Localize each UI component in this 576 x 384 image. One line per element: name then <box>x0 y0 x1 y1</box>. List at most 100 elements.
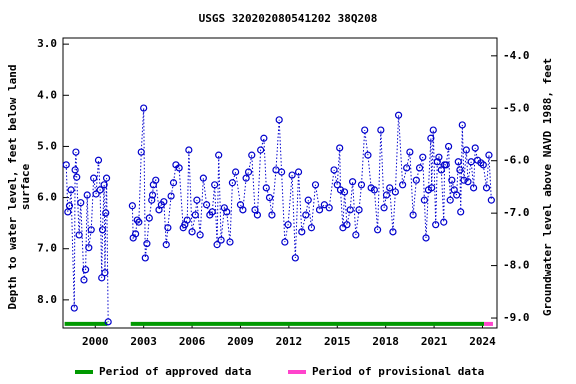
data-point <box>377 126 385 134</box>
data-point <box>83 191 91 199</box>
data-point <box>208 208 216 216</box>
data-point <box>409 211 417 219</box>
data-point <box>196 231 204 239</box>
data-point <box>94 156 103 164</box>
x-tick-label: 2012 <box>276 335 303 348</box>
x-tick-label: 2003 <box>130 335 157 348</box>
data-point <box>333 181 341 189</box>
data-point <box>132 230 140 238</box>
y2-tick-label: -9.0 <box>503 311 530 324</box>
data-point <box>77 199 85 207</box>
data-point <box>213 241 221 249</box>
data-point <box>284 221 292 229</box>
data-point <box>352 231 360 239</box>
data-line <box>65 152 109 322</box>
data-point <box>435 153 443 161</box>
data-point <box>67 186 75 194</box>
data-point <box>394 111 403 119</box>
data-point <box>143 240 151 248</box>
data-point <box>419 153 427 161</box>
data-point <box>257 146 265 154</box>
data-point <box>304 196 312 204</box>
data-point <box>343 221 351 229</box>
x-tick-label: 2000 <box>82 335 109 348</box>
data-point <box>223 208 231 216</box>
data-point <box>470 184 478 192</box>
data-point <box>420 196 428 204</box>
data-point <box>265 193 274 202</box>
data-point <box>137 148 145 156</box>
data-point <box>281 238 289 246</box>
y-axis-label: surface <box>19 163 32 210</box>
data-point <box>133 216 141 224</box>
data-point <box>262 184 270 192</box>
x-tick-label: 2018 <box>372 335 399 348</box>
y2-tick-label: -6.0 <box>503 154 530 167</box>
data-point <box>202 201 211 209</box>
data-point <box>382 191 391 199</box>
data-point <box>370 186 378 194</box>
data-point <box>454 158 462 166</box>
y2-tick-label: -8.0 <box>503 259 530 272</box>
data-point <box>98 226 107 234</box>
data-point <box>446 196 454 204</box>
data-point <box>330 166 338 174</box>
data-point <box>315 206 324 214</box>
data-point <box>403 164 411 172</box>
data-point <box>72 148 80 156</box>
y-tick-label: 4.0 <box>37 88 57 101</box>
data-point <box>355 206 363 214</box>
data-point <box>482 184 491 192</box>
data-point <box>239 206 247 214</box>
data-point <box>75 231 83 239</box>
data-point <box>85 244 93 252</box>
data-point <box>199 174 207 182</box>
data-point <box>71 166 79 174</box>
data-point <box>325 204 333 212</box>
data-point <box>169 179 178 187</box>
data-point <box>226 238 234 246</box>
data-point <box>148 196 156 204</box>
data-point <box>357 181 366 189</box>
legend-label: Period of approved data <box>99 365 251 378</box>
data-point <box>152 176 160 184</box>
data-line <box>131 108 492 258</box>
data-point <box>437 166 445 174</box>
data-point <box>242 174 250 182</box>
data-point <box>278 168 286 176</box>
y-tick-label: 8.0 <box>37 293 57 306</box>
data-point <box>298 228 306 236</box>
data-point <box>336 186 345 194</box>
data-point <box>215 151 223 159</box>
y-tick-label: 6.0 <box>37 191 57 204</box>
data-point <box>140 104 148 112</box>
data-point <box>340 188 349 196</box>
y2-tick-label: -5.0 <box>503 101 530 114</box>
data-point <box>102 209 110 217</box>
data-point <box>364 151 372 159</box>
data-point <box>487 196 495 204</box>
data-point <box>253 211 262 219</box>
data-point <box>432 221 440 229</box>
data-point <box>460 176 468 184</box>
y2-axis-label: Groundwater level above NAVD 1988, feet <box>541 58 554 316</box>
data-point <box>467 158 475 166</box>
data-point <box>96 186 104 194</box>
data-point <box>422 234 430 242</box>
x-tick-label: 2021 <box>421 335 448 348</box>
data-point <box>148 191 157 199</box>
data-point <box>188 228 196 236</box>
chart-title: USGS 320202080541202 38Q208 <box>199 12 378 25</box>
data-point <box>294 168 303 176</box>
data-point <box>268 211 276 219</box>
data-point <box>90 174 98 182</box>
data-point <box>260 134 268 142</box>
legend-label: Period of provisional data <box>312 365 484 378</box>
data-point <box>162 241 170 249</box>
x-tick-label: 2015 <box>324 335 351 348</box>
data-point <box>415 164 424 172</box>
data-point <box>456 166 464 174</box>
data-point <box>211 181 219 189</box>
data-point <box>64 208 72 216</box>
